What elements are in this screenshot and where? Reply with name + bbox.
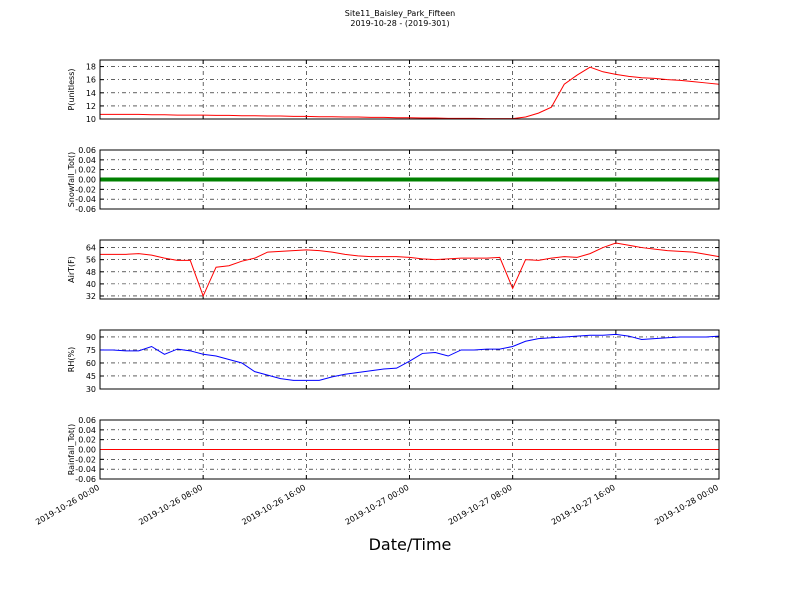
- plot-frame: [99, 239, 720, 300]
- y-axis-label: Rainfall_Tot(): [67, 424, 76, 476]
- y-axis-label: AirT(F): [67, 256, 76, 283]
- chart-title: Site11_Baisley_Park_Fifteen: [345, 9, 455, 18]
- chart-subtitle: 2019-10-28 - (2019-301): [350, 19, 449, 28]
- y-tick-label: 0.02: [78, 436, 96, 445]
- y-tick-label: 56: [86, 256, 96, 265]
- plot-frame: [99, 329, 720, 390]
- data-line: [100, 242, 720, 298]
- y-tick-label: 0.00: [78, 176, 96, 185]
- y-tick-label: 0.04: [78, 426, 96, 435]
- plot-frame: [99, 59, 720, 120]
- y-tick-label: 90: [86, 333, 96, 342]
- y-tick-label: -0.02: [75, 455, 96, 464]
- y-tick-label: -0.04: [75, 195, 96, 204]
- y-tick-label: 45: [86, 372, 96, 381]
- y-tick-label: 0.04: [78, 156, 96, 165]
- y-tick-label: 0.00: [78, 446, 96, 455]
- y-tick-label: 0.06: [78, 146, 96, 155]
- y-tick-label: 48: [86, 268, 96, 277]
- y-tick-label: -0.04: [75, 465, 96, 474]
- data-line: [100, 333, 720, 381]
- plot-frame: [99, 419, 720, 480]
- y-tick-label: 0.06: [78, 416, 96, 425]
- y-tick-label: 18: [86, 63, 96, 72]
- y-tick-label: 30: [86, 385, 96, 394]
- y-tick-label: -0.02: [75, 185, 96, 194]
- y-tick-label: 32: [86, 292, 96, 301]
- y-tick-label: -0.06: [75, 475, 96, 484]
- y-tick-label: 16: [86, 76, 96, 85]
- y-tick-label: 12: [86, 102, 96, 111]
- data-line: [100, 66, 720, 120]
- y-axis-label: P(unitless): [67, 68, 76, 110]
- y-tick-label: 0.02: [78, 166, 96, 175]
- y-tick-label: 40: [86, 280, 96, 289]
- plot-frame: [99, 149, 720, 210]
- y-tick-label: 75: [86, 346, 96, 355]
- x-axis-label: Date/Time: [369, 535, 452, 554]
- y-axis-label: RH(%): [67, 347, 76, 372]
- y-tick-label: -0.06: [75, 205, 96, 214]
- y-tick-label: 60: [86, 359, 96, 368]
- y-tick-label: 64: [86, 244, 96, 253]
- y-tick-label: 10: [86, 115, 96, 124]
- y-axis-label: Snowfall_Tot(): [67, 152, 76, 208]
- y-tick-label: 14: [86, 89, 96, 98]
